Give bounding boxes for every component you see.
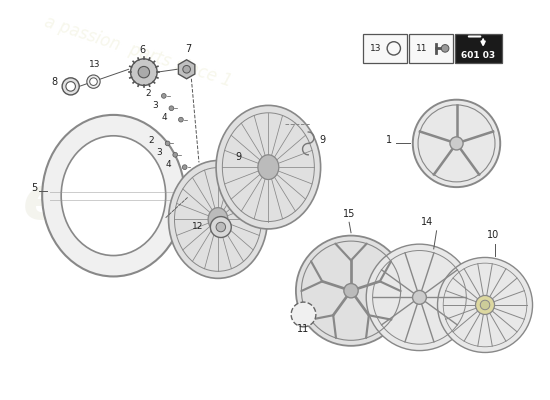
Text: 3: 3	[156, 148, 162, 157]
Circle shape	[87, 75, 100, 88]
Text: 9: 9	[320, 136, 326, 146]
Circle shape	[413, 100, 500, 187]
Circle shape	[450, 137, 463, 150]
Circle shape	[441, 44, 449, 52]
Text: 14: 14	[421, 217, 433, 227]
Text: 8: 8	[51, 78, 57, 88]
Text: eurob: eurob	[23, 174, 224, 232]
Circle shape	[412, 290, 426, 304]
Circle shape	[66, 82, 75, 91]
Bar	[409, 34, 453, 63]
Ellipse shape	[168, 160, 267, 278]
Circle shape	[291, 302, 316, 327]
Circle shape	[173, 152, 178, 157]
Text: 10: 10	[487, 230, 499, 240]
Circle shape	[344, 284, 358, 298]
Text: 15: 15	[343, 208, 355, 218]
Circle shape	[183, 66, 190, 73]
Text: 2: 2	[148, 136, 155, 146]
Circle shape	[183, 165, 187, 170]
Circle shape	[130, 59, 157, 86]
Ellipse shape	[216, 105, 321, 229]
Bar	[455, 34, 502, 63]
Text: 11: 11	[298, 324, 310, 334]
Circle shape	[169, 106, 174, 111]
Circle shape	[480, 300, 490, 310]
Circle shape	[437, 258, 532, 352]
Circle shape	[90, 78, 97, 86]
Circle shape	[162, 94, 166, 98]
Text: 6: 6	[139, 45, 145, 55]
Circle shape	[366, 244, 472, 350]
Bar	[364, 34, 407, 63]
Polygon shape	[178, 60, 195, 79]
Text: 5: 5	[31, 183, 38, 193]
Text: 7: 7	[185, 44, 191, 54]
Text: 601 03: 601 03	[461, 51, 496, 60]
Text: 12: 12	[192, 222, 204, 231]
Circle shape	[216, 222, 225, 232]
Text: 11: 11	[416, 44, 427, 53]
Text: 4: 4	[162, 113, 168, 122]
Ellipse shape	[258, 155, 279, 180]
Circle shape	[165, 141, 170, 146]
Circle shape	[179, 117, 183, 122]
Text: 3: 3	[152, 101, 158, 110]
Circle shape	[62, 78, 79, 95]
Ellipse shape	[42, 115, 185, 276]
Text: 13: 13	[370, 44, 382, 53]
Text: 1: 1	[386, 136, 392, 146]
Circle shape	[476, 296, 494, 314]
Circle shape	[211, 216, 232, 238]
Text: 4: 4	[166, 160, 172, 169]
Text: 13: 13	[89, 60, 100, 69]
Text: a passion  parts since 1: a passion parts since 1	[42, 13, 234, 90]
Text: 9: 9	[235, 152, 241, 162]
Text: 2: 2	[145, 89, 151, 98]
Circle shape	[296, 236, 406, 346]
Ellipse shape	[208, 208, 228, 231]
Circle shape	[138, 66, 150, 78]
Ellipse shape	[61, 136, 166, 256]
